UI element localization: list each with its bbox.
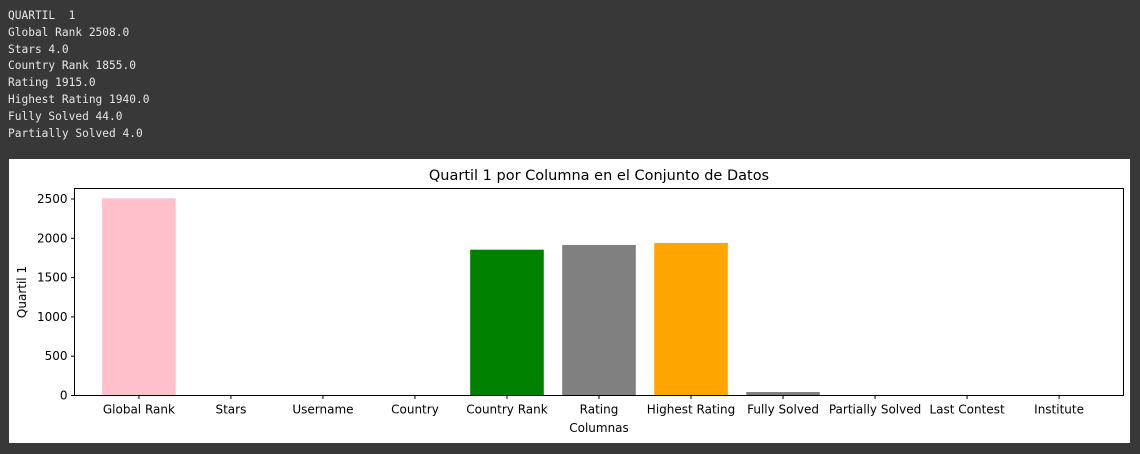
y-tick-label: 0 [60, 389, 68, 403]
chart-figure: Quartil 1 por Columna en el Conjunto de … [9, 159, 1130, 443]
y-axis-title: Quartil 1 [15, 266, 29, 318]
x-tick-label: Username [292, 403, 353, 417]
y-tick-label: 500 [45, 349, 68, 363]
bar-highest-rating [654, 243, 728, 396]
bar-rating [562, 244, 636, 396]
x-tick-label: Global Rank [103, 403, 175, 417]
x-tick-label: Country Rank [466, 403, 548, 417]
chart-title: Quartil 1 por Columna en el Conjunto de … [429, 168, 769, 184]
x-tick-label: Country [391, 403, 439, 417]
bar-chart: Quartil 1 por Columna en el Conjunto de … [15, 168, 1124, 435]
x-axis-title: Columnas [569, 421, 629, 435]
console-line: Highest Rating 1940.0 [8, 92, 150, 106]
bar-global-rank [102, 198, 176, 396]
axes-frame [74, 188, 1124, 396]
y-tick-label: 1500 [37, 271, 68, 285]
x-tick-label: Highest Rating [647, 403, 735, 417]
x-tick-label: Partially Solved [829, 403, 921, 417]
y-tick-label: 1000 [37, 310, 68, 324]
bar-fully-solved [746, 392, 820, 396]
console-line: QUARTIL 1 [8, 9, 76, 22]
console-line: Fully Solved 44.0 [8, 109, 123, 123]
bar-country-rank [470, 249, 544, 396]
x-tick-label: Rating [580, 403, 619, 417]
x-tick-label: Institute [1034, 403, 1084, 417]
console-line: Partially Solved 4.0 [8, 126, 143, 140]
console-output: QUARTIL 1 Global Rank 2508.0 Stars 4.0 Coun… [8, 8, 149, 142]
x-tick-label: Last Contest [929, 403, 1004, 417]
console-line: Rating 1915.0 [8, 76, 96, 90]
y-tick-label: 2500 [37, 192, 68, 206]
console-line: Country Rank 1855.0 [8, 59, 136, 73]
console-line: Global Rank 2508.0 [8, 25, 130, 39]
y-tick-label: 2000 [37, 231, 68, 245]
x-tick-label: Fully Solved [747, 403, 819, 417]
x-tick-label: Stars [215, 403, 246, 417]
console-line: Stars 4.0 [8, 42, 69, 56]
